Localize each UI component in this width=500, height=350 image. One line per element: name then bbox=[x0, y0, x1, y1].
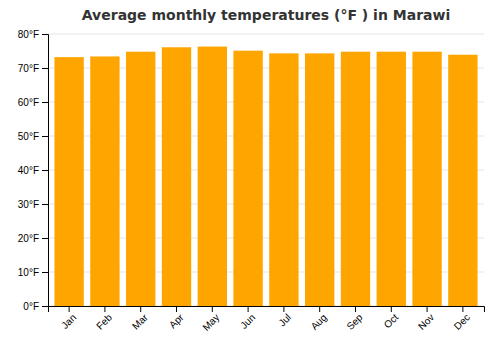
x-tick: Oct bbox=[382, 306, 401, 330]
x-tick: Jun bbox=[238, 306, 257, 331]
tick-label: 80°F bbox=[18, 29, 39, 40]
plot: 0°F 10°F 20°F 30°F 40°F 50°F 60°F 70°F 80°F Jan Fe… bbox=[18, 29, 485, 333]
y-tick: 70°F bbox=[18, 63, 48, 74]
tick-label: 0°F bbox=[23, 301, 39, 312]
x-tick: Nov bbox=[416, 306, 436, 332]
bar bbox=[126, 52, 155, 306]
tick-label: Mar bbox=[130, 311, 150, 331]
tick-mark bbox=[42, 136, 48, 137]
y-tick: 20°F bbox=[18, 233, 48, 244]
tick-label: Jul bbox=[276, 312, 293, 329]
tick-mark bbox=[355, 306, 356, 312]
tick-label: 40°F bbox=[18, 165, 39, 176]
tick-mark bbox=[140, 306, 141, 312]
bar bbox=[305, 53, 334, 306]
x-tick: Sep bbox=[344, 306, 365, 332]
tick-label: Sep bbox=[344, 311, 365, 332]
x-tick: Jan bbox=[59, 306, 78, 331]
x-tick: Feb bbox=[94, 306, 114, 332]
bar bbox=[341, 52, 370, 306]
x-axis: Jan Feb Mar Apr May Jun Jul Aug Sep Oct Nov Dec bbox=[49, 306, 485, 333]
tick-label: Apr bbox=[167, 311, 186, 330]
tick-label: 60°F bbox=[18, 97, 39, 108]
tick-label: Jun bbox=[238, 312, 257, 331]
tick-mark bbox=[176, 306, 177, 312]
tick-mark bbox=[104, 306, 105, 312]
y-tick: 80°F bbox=[18, 29, 48, 40]
tick-mark bbox=[283, 306, 284, 312]
tick-mark bbox=[42, 272, 48, 273]
y-tick: 0°F bbox=[23, 301, 48, 312]
y-tick: 30°F bbox=[18, 199, 48, 210]
y-tick: 40°F bbox=[18, 165, 48, 176]
x-tick: Jul bbox=[276, 306, 293, 328]
axis-domain bbox=[42, 35, 49, 307]
tick-label: Feb bbox=[94, 311, 114, 331]
title: Average monthly temperatures (°F ) in Ma… bbox=[82, 7, 450, 23]
tick-mark bbox=[42, 68, 48, 69]
tick-mark bbox=[248, 306, 249, 312]
tick-mark bbox=[319, 306, 320, 312]
grid bbox=[48, 34, 484, 306]
y-axis: 0°F 10°F 20°F 30°F 40°F 50°F 60°F 70°F 80°F bbox=[18, 29, 49, 312]
bars bbox=[54, 47, 477, 306]
grid-line bbox=[48, 34, 484, 35]
y-tick: 10°F bbox=[18, 267, 48, 278]
tick-mark bbox=[42, 102, 48, 103]
x-tick: May bbox=[200, 306, 221, 333]
bar bbox=[377, 52, 406, 306]
tick-label: May bbox=[200, 312, 221, 333]
tick-mark bbox=[212, 306, 213, 312]
bar bbox=[269, 53, 298, 306]
tick-mark bbox=[427, 306, 428, 312]
x-tick: Aug bbox=[309, 306, 329, 332]
bar bbox=[198, 47, 227, 306]
chart-container: 0°F 10°F 20°F 30°F 40°F 50°F 60°F 70°F 80°F Jan Fe… bbox=[0, 0, 500, 350]
tick-label: 50°F bbox=[18, 131, 39, 142]
y-tick: 50°F bbox=[18, 131, 48, 142]
tick-mark bbox=[42, 170, 48, 171]
x-tick: Dec bbox=[452, 306, 472, 332]
bar bbox=[54, 57, 83, 306]
bar bbox=[412, 52, 441, 306]
x-tick: Mar bbox=[130, 306, 150, 332]
tick-label: 30°F bbox=[18, 199, 39, 210]
tick-label: Aug bbox=[309, 312, 329, 332]
bar bbox=[90, 56, 119, 306]
tick-mark bbox=[42, 238, 48, 239]
tick-label: Oct bbox=[382, 312, 401, 331]
tick-label: 70°F bbox=[18, 63, 39, 74]
tick-mark bbox=[69, 306, 70, 312]
tick-mark bbox=[42, 34, 48, 35]
bar bbox=[233, 51, 262, 306]
bar bbox=[448, 55, 477, 306]
axis-domain bbox=[49, 307, 485, 313]
tick-mark bbox=[391, 306, 392, 312]
tick-label: 20°F bbox=[18, 233, 39, 244]
y-tick: 60°F bbox=[18, 97, 48, 108]
chart: 0°F 10°F 20°F 30°F 40°F 50°F 60°F 70°F 80°F Jan Fe… bbox=[0, 0, 500, 350]
bar bbox=[162, 47, 191, 306]
tick-label: Jan bbox=[59, 312, 78, 331]
tick-label: Nov bbox=[416, 312, 436, 332]
tick-mark bbox=[462, 306, 463, 312]
tick-label: 10°F bbox=[18, 267, 39, 278]
tick-mark bbox=[42, 306, 48, 307]
tick-label: Dec bbox=[452, 312, 472, 332]
tick-mark bbox=[42, 204, 48, 205]
x-tick: Apr bbox=[167, 306, 186, 330]
